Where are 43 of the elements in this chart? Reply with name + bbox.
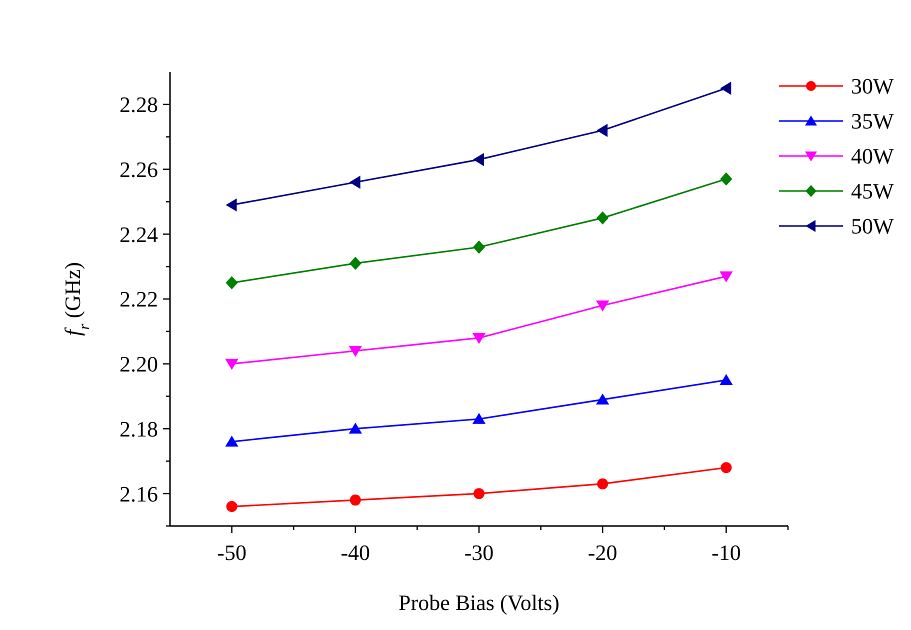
point (226, 198, 237, 212)
point (348, 422, 362, 434)
point (720, 462, 732, 474)
legend-label: 50W (851, 214, 894, 239)
legend-label: 30W (851, 74, 894, 99)
point (472, 240, 486, 254)
y-tick-label: 2.28 (120, 92, 158, 118)
point (472, 152, 484, 166)
point (596, 124, 608, 137)
point (472, 412, 486, 424)
point (720, 82, 732, 95)
point (348, 346, 362, 357)
point (225, 358, 238, 370)
y-tick-label: 2.22 (120, 286, 158, 312)
point (720, 374, 733, 386)
y-tick-label: 2.26 (120, 156, 158, 182)
point (720, 172, 732, 186)
legend-label: 35W (851, 108, 894, 134)
point (225, 436, 238, 447)
y-tick-label: 2.20 (120, 352, 158, 377)
y-tick-label: 2.16 (120, 481, 158, 506)
y-tick-label: 2.24 (120, 222, 158, 247)
point (720, 271, 733, 282)
point (226, 276, 238, 290)
x-tick-label: -40 (340, 540, 370, 565)
point (350, 494, 361, 506)
point (349, 176, 360, 189)
x-axis-title: Probe Bias (Volts) (398, 590, 560, 615)
point (472, 332, 486, 344)
legend-label: 40W (851, 144, 894, 169)
point (597, 478, 608, 490)
point (349, 256, 362, 270)
point (226, 501, 238, 512)
x-tick-label: -20 (588, 540, 618, 565)
x-tick-label: -10 (712, 540, 741, 565)
point (596, 300, 610, 312)
x-tick-label: -30 (464, 540, 494, 565)
legend-label: 45W (851, 178, 894, 204)
point (596, 211, 609, 225)
point (474, 488, 484, 500)
x-tick-label: -50 (217, 540, 246, 565)
y-tick-label: 2.18 (120, 416, 158, 442)
point (596, 393, 610, 404)
